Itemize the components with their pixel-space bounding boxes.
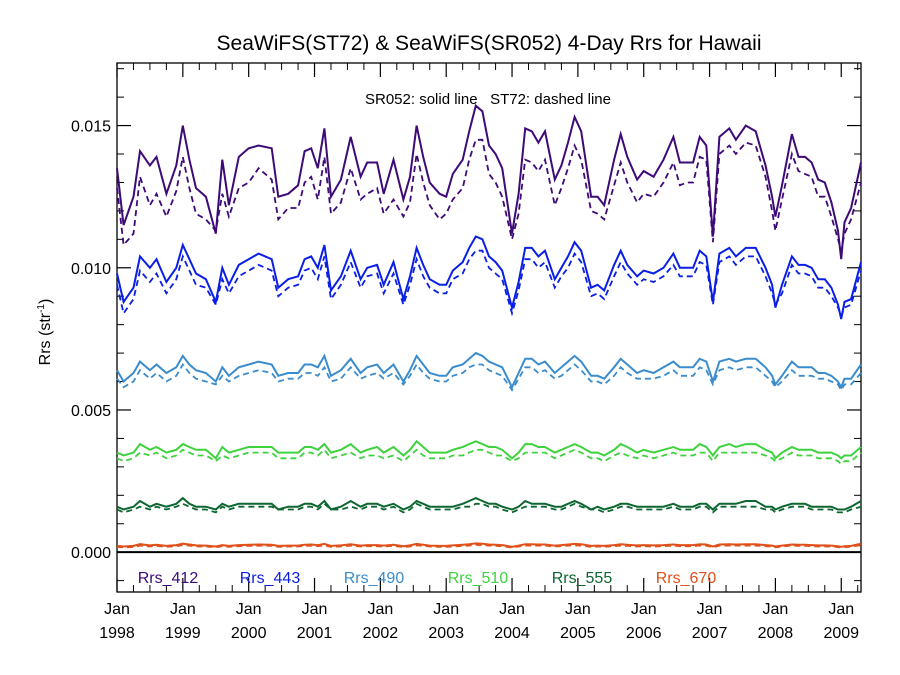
x-tick-label-year: 2000 — [231, 625, 267, 642]
x-tick-label-year: 2008 — [758, 625, 794, 642]
x-tick-label-month: Jan — [697, 601, 723, 618]
x-tick-label-month: Jan — [236, 601, 262, 618]
y-tick-label: 0.000 — [71, 545, 111, 562]
x-tick-label-month: Jan — [367, 601, 393, 618]
y-axis-label-superscript: -1 — [36, 304, 47, 313]
y-axis-label-close: ) — [37, 299, 54, 304]
x-tick-label-month: Jan — [302, 601, 328, 618]
legend-item-Rrs_510: Rrs_510 — [448, 570, 509, 587]
legend-item-Rrs_670: Rrs_670 — [656, 570, 717, 587]
Rrs_510-sr052-solid-line — [116, 439, 862, 460]
chart-title: SeaWiFS(ST72) & SeaWiFS(SR052) 4-Day Rrs… — [217, 32, 762, 55]
x-tick-label-year: 2004 — [494, 625, 530, 642]
Rrs_670-sr052-solid-line — [116, 542, 862, 548]
x-tick-label-month: Jan — [104, 601, 130, 618]
line-style-annotation: SR052: solid line ST72: dashed line — [365, 91, 611, 108]
legend-item-Rrs_490: Rrs_490 — [344, 570, 405, 587]
y-axis-label: Rrs (str-1) — [36, 299, 54, 366]
Rrs_490-sr052-solid-line — [116, 351, 862, 390]
y-axis-label-main: Rrs (str — [37, 312, 54, 365]
x-tick-label-year: 2003 — [428, 625, 464, 642]
y-tick-label: 0.005 — [71, 403, 111, 420]
x-tick-label-month: Jan — [828, 601, 854, 618]
Rrs_555-st72-dashed-line — [116, 502, 862, 514]
legend: Rrs_412 Rrs_443 Rrs_490 Rrs_510 Rrs_555 Rrs_6… — [138, 570, 717, 587]
Rrs_412-st72-dashed-line — [116, 138, 862, 251]
plot-frame — [116, 62, 862, 593]
x-tick-label-year: 2009 — [823, 625, 859, 642]
Rrs_412-sr052-solid-line — [116, 103, 862, 260]
y-tick-label: 0.010 — [71, 261, 111, 278]
x-tick-label-year: 2002 — [363, 625, 399, 642]
Rrs_443-sr052-solid-line — [116, 235, 862, 320]
y-tick-label: 0.015 — [71, 119, 111, 136]
x-tick-label-month: Jan — [763, 601, 789, 618]
x-tick-label-month: Jan — [170, 601, 196, 618]
x-tick-label-month: Jan — [433, 601, 459, 618]
Rrs_490-st72-dashed-line — [116, 362, 862, 392]
Rrs_510-st72-dashed-line — [116, 448, 862, 466]
legend-item-Rrs_555: Rrs_555 — [552, 570, 613, 587]
x-tick-label-year: 1999 — [165, 625, 201, 642]
series-layer — [116, 103, 862, 549]
x-tick-label-year: 1998 — [99, 625, 135, 642]
x-tick-label-month: Jan — [631, 601, 657, 618]
x-tick-label-year: 2005 — [560, 625, 596, 642]
x-tick-label-year: 2007 — [692, 625, 728, 642]
plot-border — [116, 62, 862, 593]
legend-item-Rrs_412: Rrs_412 — [138, 570, 199, 587]
x-tick-label-month: Jan — [499, 601, 525, 618]
x-tick-label-month: Jan — [565, 601, 591, 618]
x-axis: Jan 1998 Jan 1999 Jan 2000 Jan 2001 Jan 2002 Jan 20… — [99, 63, 859, 642]
x-tick-label-year: 2001 — [297, 625, 333, 642]
Rrs_443-st72-dashed-line — [116, 249, 862, 319]
x-tick-label-year: 2006 — [626, 625, 662, 642]
y-axis: 0.000 0.005 0.010 0.015 — [71, 68, 861, 582]
Rrs_555-sr052-solid-line — [116, 496, 862, 511]
legend-item-Rrs_443: Rrs_443 — [240, 570, 301, 587]
